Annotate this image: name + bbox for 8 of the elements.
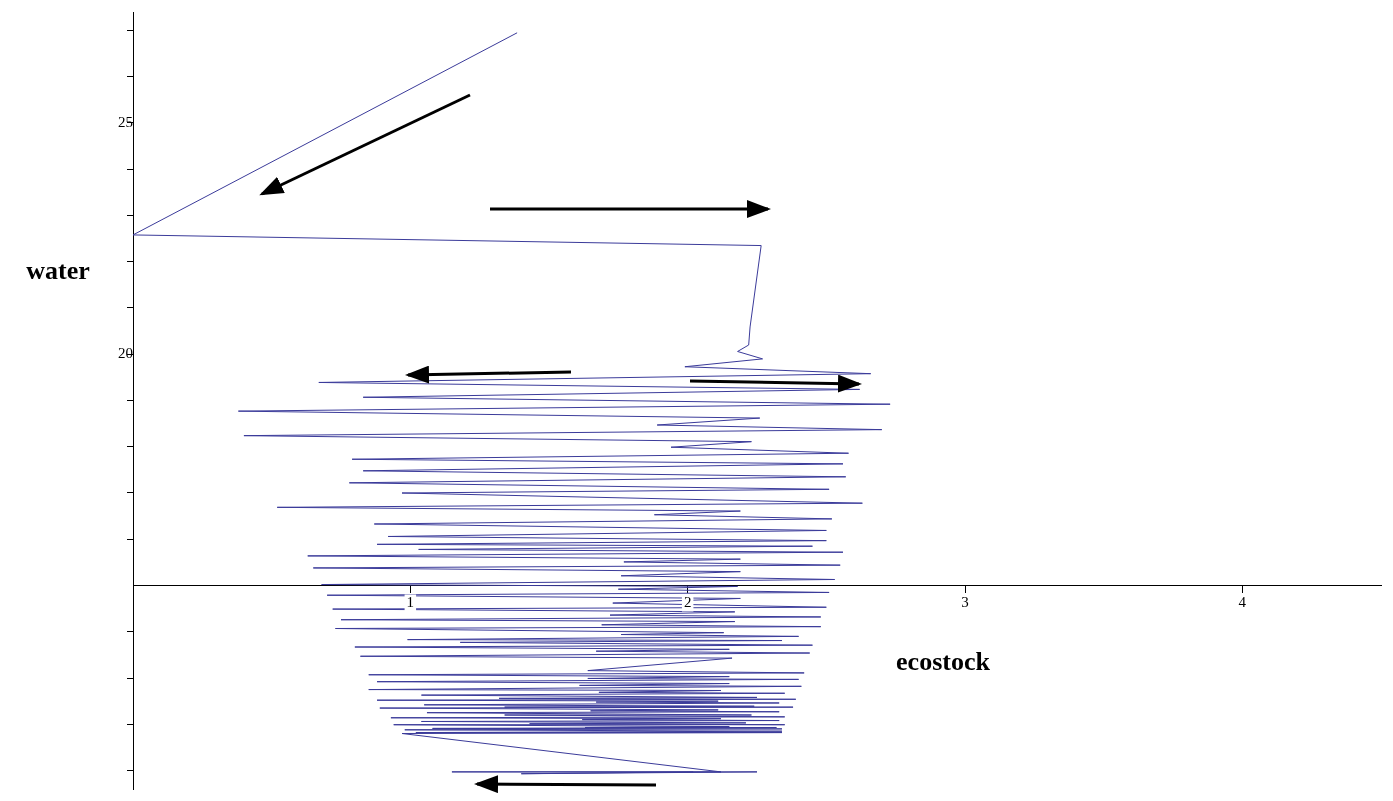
x-axis-title: ecostock <box>896 646 991 676</box>
x-tick-label: 2 <box>683 593 692 610</box>
x-tick-label: 1 <box>406 593 415 610</box>
y-tick-label: 25 <box>118 113 133 130</box>
y-tick-label: 20 <box>118 345 133 362</box>
x-tick-label: 4 <box>1238 593 1247 610</box>
y-axis-title: water <box>26 255 90 285</box>
x-tick-label: 3 <box>961 593 969 610</box>
